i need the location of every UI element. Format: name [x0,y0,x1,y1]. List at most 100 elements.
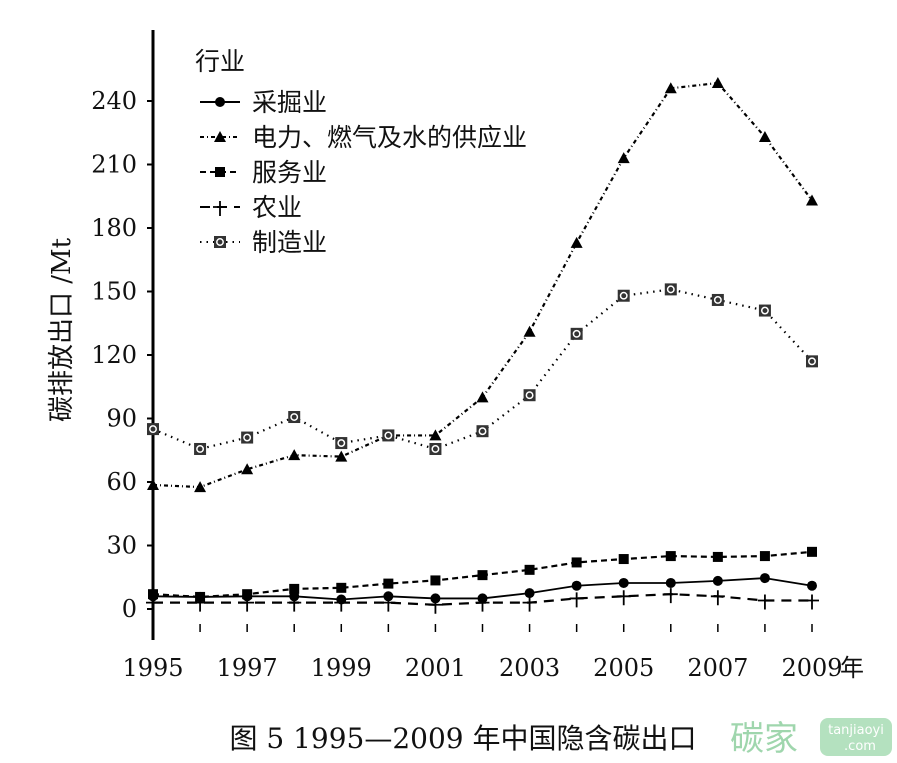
square-marker [336,582,347,593]
boxed-circle-marker-inner [619,291,628,300]
x-tick-label: 2009 [781,654,842,682]
x-tick-label: 1995 [122,654,183,682]
circle-marker [430,593,441,604]
y-tick-label: 30 [106,532,137,560]
legend-label: 制造业 [252,228,327,257]
y-axis-label: 碳排放出口 /Mt [47,237,77,422]
boxed-circle-marker [711,293,724,306]
plus-marker [428,598,443,614]
y-tick-label: 90 [106,405,137,433]
legend-label: 采掘业 [252,88,327,117]
circle-marker [759,573,770,584]
triangle-marker [523,325,536,337]
legend-label: 服务业 [252,158,327,187]
triangle-marker [758,130,771,142]
boxed-circle-marker-inner [808,357,816,366]
legend-label: 电力、燃气及水的供应业 [252,123,527,152]
square-marker [712,551,723,562]
circle-marker [383,591,394,602]
triangle-marker [429,429,442,441]
boxed-circle-marker-inner [216,238,224,246]
circle-marker [215,97,225,107]
square-marker [524,564,535,575]
x-tick-label: 2003 [499,654,560,682]
legend-item: 农业 [200,193,302,222]
square-marker [289,583,300,594]
boxed-circle-marker [806,355,818,368]
triangle-marker [570,236,583,248]
plus-marker [522,596,537,612]
y-tick-label: 240 [91,87,137,115]
boxed-circle-marker-inner [384,431,393,440]
square-marker [215,167,225,177]
triangle-marker [147,478,159,490]
circle-marker [712,575,723,586]
plus-marker [287,596,302,612]
plus-marker [334,596,349,612]
watermark-brand: 碳家 [730,719,798,759]
circle-marker [618,577,629,588]
square-marker [665,551,676,562]
x-tick-label: 1997 [217,654,278,682]
legend-item: 采掘业 [200,88,327,117]
y-tick-label: 120 [91,341,137,369]
legend-item: 电力、燃气及水的供应业 [200,123,527,152]
y-tick-label: 210 [91,151,137,179]
x-axis-label: 年 [840,654,864,682]
series-boxed-circle [147,283,818,455]
boxed-circle-marker [288,411,301,424]
boxed-circle-marker-inner [337,439,346,448]
boxed-circle-marker [617,289,630,302]
square-marker [618,554,629,565]
plus-marker [193,596,208,612]
watermark-site: tanjiaoyi [828,723,884,738]
triangle-marker [476,391,489,403]
boxed-circle-marker [523,389,536,402]
boxed-circle-marker [570,327,583,340]
boxed-circle-marker-inner [431,445,440,453]
y-tick-label: 0 [122,595,137,623]
plus-marker [710,590,725,606]
plus-marker [240,596,255,612]
triangle-marker [711,77,724,89]
boxed-circle-marker-inner [243,433,252,442]
boxed-circle-marker [382,429,395,442]
square-marker [807,546,817,557]
boxed-circle-marker-inner [149,425,157,434]
boxed-circle-marker-inner [666,285,675,294]
plus-marker [146,596,160,612]
plus-marker [213,201,227,216]
x-tick-label: 2001 [405,654,466,682]
square-marker [430,575,441,586]
boxed-circle-marker [147,423,159,436]
x-tick-label: 2005 [593,654,654,682]
y-tick-label: 180 [91,214,137,242]
boxed-circle-marker [241,431,254,444]
circle-marker [524,588,535,599]
watermark-badge [820,718,892,756]
square-marker [242,589,253,600]
boxed-circle-marker [194,442,207,455]
x-tick-label: 1999 [311,654,372,682]
triangle-marker [241,463,254,475]
plus-marker [757,594,772,610]
square-marker [383,578,394,589]
circle-marker [807,580,817,591]
plus-marker [616,590,631,606]
boxed-circle-marker [476,425,489,438]
boxed-circle-marker-inner [572,329,581,338]
circle-marker [665,577,676,588]
triangle-marker [214,131,226,142]
y-tick-label: 150 [91,278,137,306]
legend-item: 服务业 [200,158,327,187]
boxed-circle-marker [664,283,677,296]
plus-marker [805,594,819,610]
boxed-circle-marker-inner [290,413,299,421]
boxed-circle-marker-inner [760,306,769,315]
series-plus [146,588,819,614]
plus-marker [475,596,490,612]
legend-title: 行业 [195,47,245,76]
square-marker [477,570,488,581]
watermark-tld: .com [844,739,876,754]
